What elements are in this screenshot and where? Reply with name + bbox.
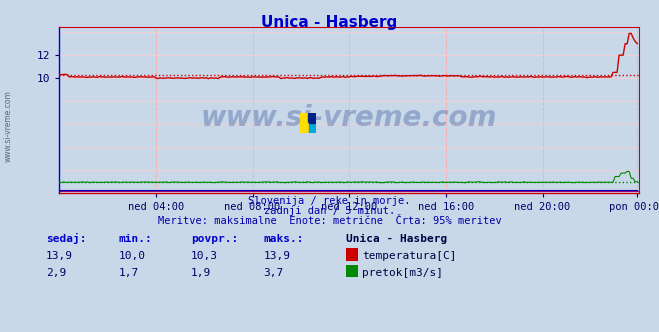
- Text: min.:: min.:: [119, 234, 152, 244]
- Text: 1,7: 1,7: [119, 268, 139, 278]
- Text: 2,9: 2,9: [46, 268, 67, 278]
- Text: 13,9: 13,9: [264, 251, 291, 261]
- Text: www.si-vreme.com: www.si-vreme.com: [201, 104, 498, 132]
- Text: Unica - Hasberg: Unica - Hasberg: [346, 234, 447, 244]
- Text: www.si-vreme.com: www.si-vreme.com: [3, 90, 13, 162]
- Polygon shape: [300, 123, 308, 133]
- Polygon shape: [300, 113, 308, 133]
- Text: sedaj:: sedaj:: [46, 233, 86, 244]
- Text: zadnji dan / 5 minut.: zadnji dan / 5 minut.: [264, 206, 395, 216]
- Text: temperatura[C]: temperatura[C]: [362, 251, 457, 261]
- Text: Meritve: maksimalne  Enote: metrične  Črta: 95% meritev: Meritve: maksimalne Enote: metrične Črta…: [158, 216, 501, 226]
- Text: Slovenija / reke in morje.: Slovenija / reke in morje.: [248, 196, 411, 206]
- Text: 3,7: 3,7: [264, 268, 284, 278]
- Text: maks.:: maks.:: [264, 234, 304, 244]
- Text: povpr.:: povpr.:: [191, 234, 239, 244]
- Text: pretok[m3/s]: pretok[m3/s]: [362, 268, 444, 278]
- Polygon shape: [308, 113, 316, 123]
- Text: Unica - Hasberg: Unica - Hasberg: [262, 15, 397, 30]
- Text: 1,9: 1,9: [191, 268, 212, 278]
- Text: 10,3: 10,3: [191, 251, 218, 261]
- Text: 10,0: 10,0: [119, 251, 146, 261]
- Polygon shape: [308, 123, 316, 133]
- Text: 13,9: 13,9: [46, 251, 73, 261]
